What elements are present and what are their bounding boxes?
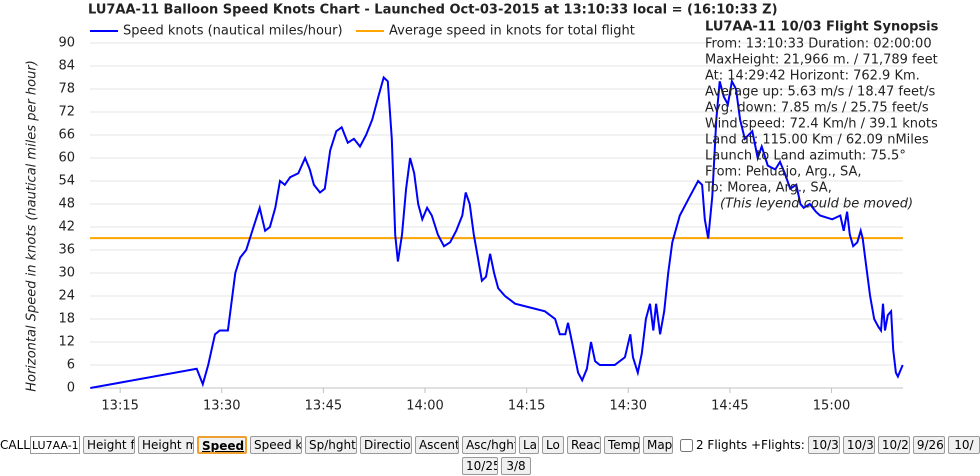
synopsis-line: Land at: 115.00 Km / 62.09 nMiles xyxy=(705,133,929,148)
y-tick-label: 90 xyxy=(58,36,75,51)
y-tick-label: 0 xyxy=(67,381,75,396)
chart-button[interactable]: Direction xyxy=(359,436,412,454)
y-tick-label: 48 xyxy=(58,197,75,212)
chart-button[interactable]: La xyxy=(518,436,539,454)
y-axis-label: Horizontal Speed in knots (nautical mile… xyxy=(25,60,40,392)
x-tick-label: 15:00 xyxy=(813,399,850,414)
chart-button[interactable]: Lo xyxy=(541,436,564,454)
y-tick-label: 12 xyxy=(58,335,75,350)
x-tick-label: 14:00 xyxy=(406,399,443,414)
synopsis-line: Launch to Land azimuth: 75.5° xyxy=(705,149,906,164)
synopsis-line: At: 14:29:42 Horizont: 762.9 Km. xyxy=(705,69,920,84)
flight-button[interactable]: 10/ xyxy=(947,436,980,454)
chart-button[interactable]: Temp xyxy=(603,436,640,454)
chart-button[interactable]: Speed xyxy=(196,436,247,454)
y-tick-label: 54 xyxy=(58,174,75,189)
chart-button[interactable]: Height f xyxy=(82,436,135,454)
chart-title: LU7AA-11 Balloon Speed Knots Chart - Lau… xyxy=(88,3,778,18)
chart-button[interactable]: Map xyxy=(642,436,673,454)
synopsis-line: From: 13:10:33 Duration: 02:00:00 xyxy=(705,37,932,52)
legend-label: Speed knots (nautical miles/hour) xyxy=(123,24,343,39)
chart-button[interactable]: Ascent xyxy=(414,436,459,454)
flight-button[interactable]: 9/26 xyxy=(912,436,945,454)
chart-button[interactable]: Sp/hght xyxy=(304,436,357,454)
toolbar-row-2: 10/25 3/8 xyxy=(462,457,531,475)
synopsis-line: Wind speed: 72.4 Km/h / 39.1 knots xyxy=(705,117,938,132)
chart-button[interactable]: Asc/hght xyxy=(461,436,516,454)
flight-button[interactable]: 3/8 xyxy=(501,457,531,475)
x-tick-label: 14:30 xyxy=(610,399,647,414)
y-tick-label: 42 xyxy=(58,220,75,235)
y-tick-label: 66 xyxy=(58,128,75,143)
x-tick-label: 13:15 xyxy=(101,399,138,414)
synopsis-line: Average up: 5.63 m/s / 18.47 feet/s xyxy=(705,85,935,100)
legend-label: Average speed in knots for total flight xyxy=(389,24,635,39)
synopsis-line: MaxHeight: 21,966 m. / 71,789 feet xyxy=(705,53,938,68)
two-flights-checkbox[interactable] xyxy=(679,438,693,452)
speed-line xyxy=(90,75,904,389)
y-tick-label: 18 xyxy=(58,312,75,327)
synopsis-line: From: Pehuajo, Arg., SA, xyxy=(705,165,862,180)
synopsis-note: (This leyend could be moved) xyxy=(720,197,913,212)
synopsis-line: To: Morea, Arg., SA, xyxy=(704,181,832,196)
y-tick-label: 60 xyxy=(58,151,75,166)
y-tick-label: 72 xyxy=(58,105,75,120)
chart: LU7AA-11 Balloon Speed Knots Chart - Lau… xyxy=(25,3,939,414)
y-tick-label: 6 xyxy=(67,358,75,373)
flight-button[interactable]: 10/25 xyxy=(462,457,498,475)
flight-button[interactable]: 10/2 xyxy=(877,436,910,454)
checkbox-label: 2 Flights +Flights: xyxy=(695,438,805,452)
y-tick-label: 36 xyxy=(58,243,75,258)
x-tick-label: 13:30 xyxy=(203,399,240,414)
x-tick-label: 13:45 xyxy=(305,399,342,414)
y-tick-label: 30 xyxy=(58,266,75,281)
x-tick-label: 14:15 xyxy=(508,399,545,414)
chart-button[interactable]: Reac xyxy=(566,436,601,454)
chart-button[interactable]: Height m xyxy=(137,436,194,454)
y-tick-label: 24 xyxy=(58,289,75,304)
y-tick-label: 78 xyxy=(58,82,75,97)
x-tick-label: 14:45 xyxy=(711,399,748,414)
synopsis-line: Avg. down: 7.85 m/s / 25.75 feet/s xyxy=(705,101,929,116)
synopsis-title: LU7AA-11 10/03 Flight Synopsis xyxy=(705,20,939,35)
call-input[interactable] xyxy=(29,436,80,454)
y-tick-label: 84 xyxy=(58,59,75,74)
call-label: CALL xyxy=(0,438,30,452)
chart-button[interactable]: Speed k xyxy=(249,436,302,454)
flight-button[interactable]: 10/3 xyxy=(807,436,840,454)
flight-button[interactable]: 10/3 xyxy=(842,436,875,454)
